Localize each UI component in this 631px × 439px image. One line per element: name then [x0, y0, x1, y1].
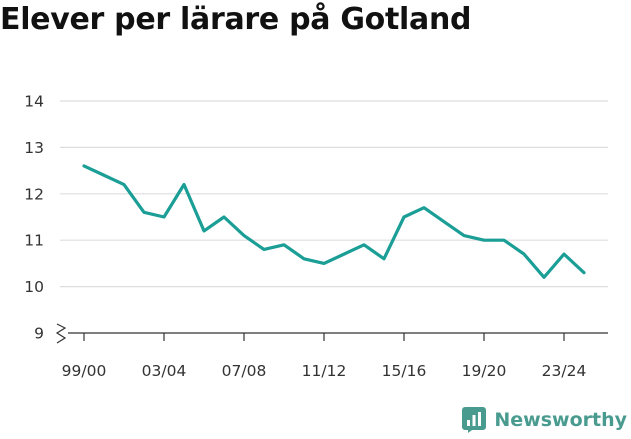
- y-tick-label-11: 11: [24, 232, 44, 250]
- x-axis: 99/00 03/04 07/08 11/12 15/16 19/20 23/24: [62, 333, 587, 380]
- x-tick-label-99-00: 99/00: [62, 362, 107, 380]
- y-tick-label-12: 12: [24, 185, 44, 203]
- x-tick-label-23-24: 23/24: [542, 362, 587, 380]
- x-tick-label-03-04: 03/04: [142, 362, 187, 380]
- y-tick-label-10: 10: [24, 278, 44, 296]
- axis-break-zigzag: [55, 323, 67, 344]
- y-tick-label-13: 13: [24, 139, 44, 157]
- newsworthy-logo-icon: [462, 407, 487, 433]
- series: [82, 164, 586, 279]
- brand-name: Newsworthy: [494, 409, 627, 431]
- gridlines: [60, 100, 608, 334]
- x-tick-label-11-12: 11/12: [302, 362, 347, 380]
- y-tick-label-14: 14: [24, 93, 44, 111]
- y-axis-break-icon: [54, 323, 68, 344]
- x-tick-label-19-20: 19/20: [462, 362, 507, 380]
- chart-title: Elever per lärare på Gotland: [0, 2, 472, 37]
- x-tick-label-07-08: 07/08: [222, 362, 267, 380]
- y-axis-labels: 9 10 11 12 13 14: [24, 93, 44, 343]
- x-tick-label-15-16: 15/16: [382, 362, 427, 380]
- y-tick-label-9: 9: [34, 325, 44, 343]
- newsworthy-brand: Newsworthy: [462, 407, 627, 433]
- series-line-0: [82, 164, 586, 279]
